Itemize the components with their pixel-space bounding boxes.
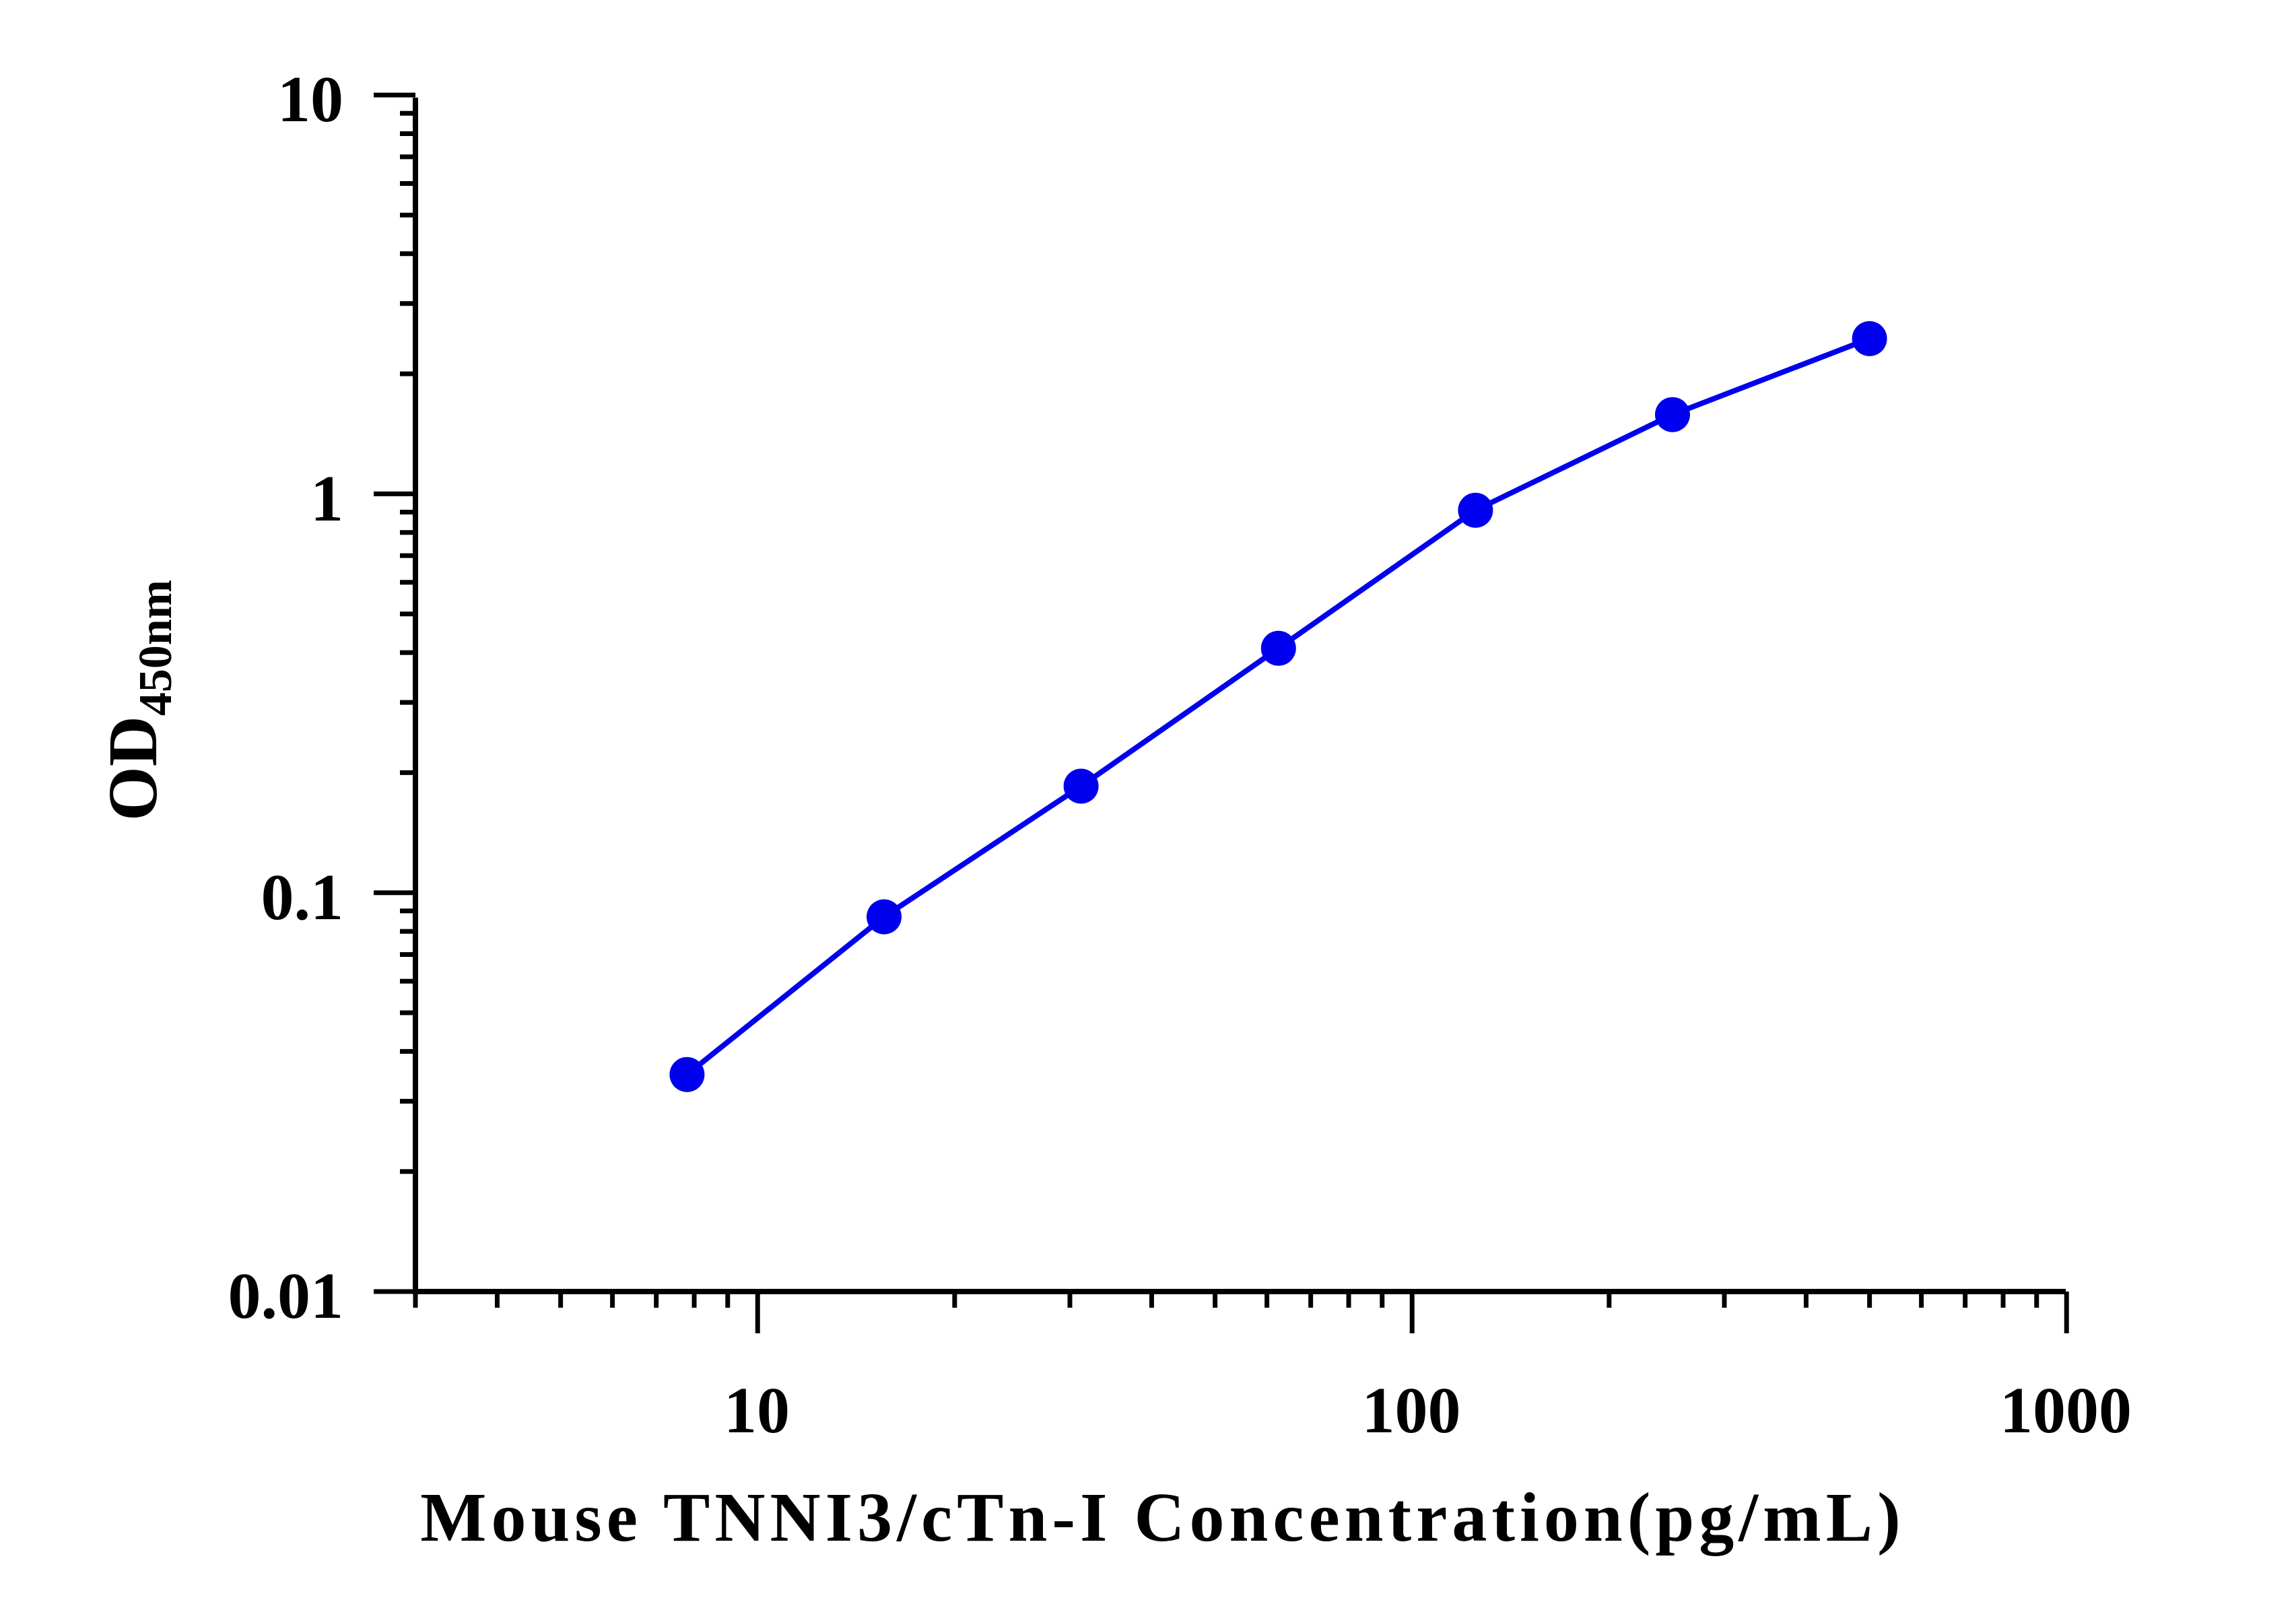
data-point [1063, 768, 1099, 804]
y-axis-title-subscript: 450nm [130, 580, 182, 716]
y-tick-labels: 10 1 0.1 0.01 [228, 63, 344, 1333]
y-tick-label-0.1: 0.1 [261, 861, 344, 934]
data-point [1458, 492, 1493, 528]
x-tick-label-100: 100 [1362, 1374, 1461, 1447]
data-point [669, 1057, 705, 1092]
data-point [1260, 630, 1296, 666]
y-tick-label-10: 10 [277, 63, 343, 136]
data-point [1655, 397, 1690, 432]
x-tick-labels: 10 100 1000 [724, 1374, 2132, 1447]
x-tick-label-1000: 1000 [2000, 1374, 2132, 1447]
x-tick-label-10: 10 [724, 1374, 790, 1447]
x-ticks [413, 1292, 2069, 1333]
series-line [685, 336, 1871, 1077]
y-axis-title-main: OD [94, 716, 172, 821]
data-point [1852, 321, 1887, 356]
y-axis-title: OD450nm [94, 580, 182, 821]
x-axis-title: Mouse TNNI3/cTn-I Concentration(pg/mL) [420, 1479, 1905, 1556]
y-ticks [374, 92, 415, 1294]
plot-area [669, 321, 1887, 1092]
axes [413, 98, 2066, 1294]
data-point [867, 899, 902, 935]
y-tick-label-1: 1 [310, 463, 343, 535]
y-tick-label-0.01: 0.01 [228, 1260, 344, 1333]
